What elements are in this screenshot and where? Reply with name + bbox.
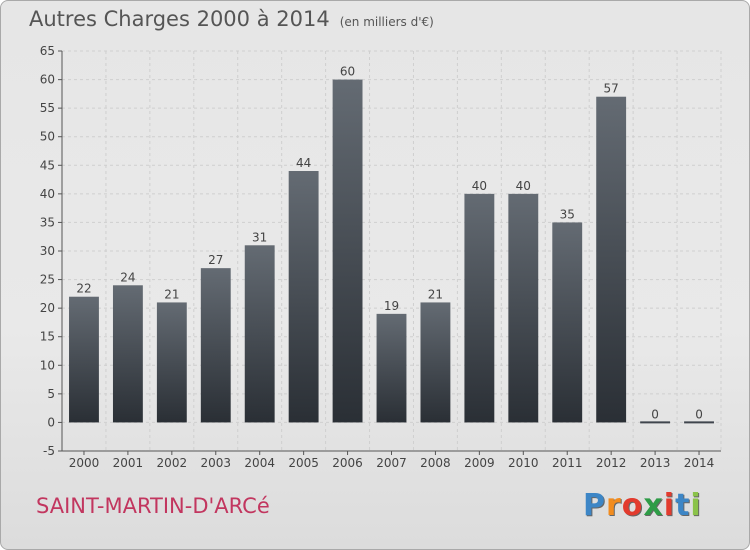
bar [376,313,407,423]
bar [552,222,583,423]
data-label: 44 [296,156,311,170]
labels: -5 0 5 10 15 20 25 30 35 40 45 50 55 60 65 22 2000 24 2001… [40,44,715,470]
x-tick-label: 2012 [596,456,627,470]
bar [112,285,143,423]
axes [58,50,721,455]
commune-name: SAINT-MARTIN-D'ARCé [36,494,270,518]
x-tick-label: 2003 [200,456,231,470]
data-label: 22 [76,282,91,296]
y-tick-label: 55 [40,101,55,115]
data-label: 21 [428,287,443,301]
logo-letter: t [675,488,691,523]
bar [200,268,231,423]
data-label: 27 [208,253,223,267]
y-tick-label: 30 [40,244,55,258]
y-tick-label: 5 [47,387,55,401]
x-tick-label: 2009 [464,456,495,470]
chart-title: Autres Charges 2000 à 2014 (en milliers d… [29,7,434,31]
bars [69,79,714,424]
x-tick-label: 2002 [157,456,188,470]
logo-letter: r [606,488,622,523]
x-tick-label: 2005 [288,456,319,470]
y-tick-label: 45 [40,158,55,172]
data-label: 31 [252,230,267,244]
bar [244,245,275,423]
logo-letter: i [663,488,676,523]
logo-letter: i [690,488,702,523]
x-tick-label: 2013 [640,456,671,470]
bar [420,302,451,423]
y-tick-label: 0 [47,415,55,429]
y-tick-label: 20 [40,301,55,315]
x-tick-label: 2004 [244,456,275,470]
y-tick-label: 60 [40,73,55,87]
bar [288,171,319,423]
data-label: 0 [695,407,703,421]
bar [156,302,187,423]
y-tick-label: 65 [40,44,55,58]
data-label: 19 [384,299,399,313]
logo-letter: P [583,488,606,523]
y-tick-label: 15 [40,330,55,344]
y-tick-label: -5 [43,444,55,458]
logo-letter: x [643,488,664,523]
bar [596,96,627,423]
y-tick-label: 25 [40,273,55,287]
chart-title-text: Autres Charges 2000 à 2014 [29,7,330,31]
y-tick-label: 40 [40,187,55,201]
data-label: 21 [164,287,179,301]
data-label: 57 [604,82,619,96]
data-label: 24 [120,270,135,284]
x-tick-label: 2006 [332,456,363,470]
data-label: 40 [516,179,531,193]
y-tick-label: 35 [40,215,55,229]
x-tick-label: 2000 [69,456,100,470]
x-tick-label: 2011 [552,456,583,470]
x-tick-label: 2001 [113,456,144,470]
y-tick-label: 50 [40,130,55,144]
bar [508,193,539,423]
x-tick-label: 2008 [420,456,451,470]
chart-unit: (en milliers d'€) [339,15,434,29]
bar [332,79,363,423]
x-tick-label: 2014 [684,456,715,470]
logo-letter: o [621,488,644,523]
proxiti-logo: Proxiti [583,488,702,523]
data-label: 0 [651,407,659,421]
x-tick-label: 2010 [508,456,539,470]
y-tick-label: 10 [40,358,55,372]
data-label: 60 [340,65,355,79]
data-label: 35 [560,207,575,221]
data-label: 40 [472,179,487,193]
bar [464,193,495,423]
x-tick-label: 2007 [376,456,407,470]
bar [69,296,99,423]
